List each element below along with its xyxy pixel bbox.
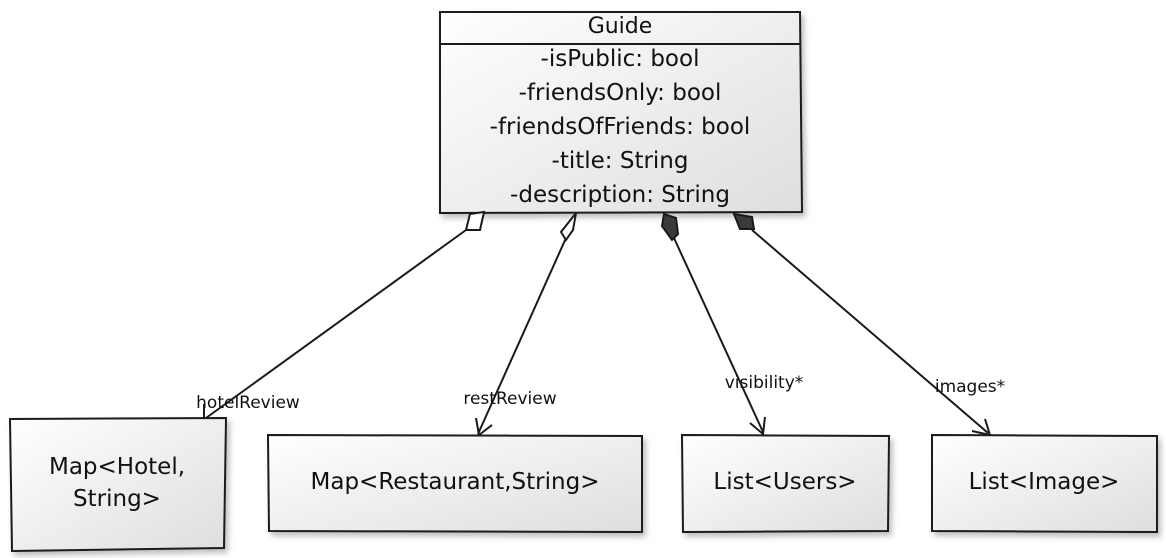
edge-visibility[interactable]: visibility*	[660, 212, 804, 436]
images-label: images*	[935, 377, 1005, 397]
edge-hotel-review[interactable]: hotelReview	[196, 210, 486, 421]
node-restaurant-map[interactable]: Map<Restaurant,String>	[266, 433, 643, 534]
images-filled-diamond	[732, 212, 756, 230]
hotel-map-label-line2: String>	[73, 486, 161, 512]
guide-attr-friendsonly: -friendsOnly: bool	[519, 80, 722, 106]
images-list-label: List<Image>	[969, 469, 1120, 495]
visibility-arrowhead	[749, 416, 766, 436]
hotel-review-label: hotelReview	[196, 393, 300, 413]
guide-attr-friendsoffriends: -friendsOfFriends: bool	[490, 114, 751, 140]
hotel-map-label-line1: Map<Hotel,	[49, 454, 185, 480]
guide-class-title: Guide	[588, 14, 653, 39]
rest-review-label: restReview	[463, 389, 556, 409]
guide-attr-ispublic: -isPublic: bool	[541, 46, 700, 72]
visibility-label: visibility*	[725, 373, 804, 393]
guide-class[interactable]: Guide -isPublic: bool -friendsOnly: bool…	[439, 11, 804, 215]
hotel-review-open-diamond	[464, 210, 486, 231]
guide-class-box	[439, 11, 804, 215]
edge-rest-review[interactable]: restReview	[463, 212, 577, 437]
node-images-list[interactable]: List<Image>	[931, 433, 1158, 534]
guide-attr-title: -title: String	[552, 148, 689, 174]
guide-attr-description: -description: String	[510, 182, 730, 208]
users-list-label: List<Users>	[713, 469, 856, 495]
users-list-box	[680, 433, 891, 534]
images-list-box	[931, 433, 1158, 534]
node-hotel-map[interactable]: Map<Hotel, String>	[8, 416, 228, 553]
rest-review-open-diamond	[559, 212, 577, 242]
restaurant-map-box	[266, 433, 643, 534]
restaurant-map-label: Map<Restaurant,String>	[311, 469, 600, 495]
hotel-map-box	[8, 416, 228, 553]
edge-images[interactable]: images*	[732, 212, 1005, 437]
visibility-filled-diamond	[660, 212, 680, 242]
node-users-list[interactable]: List<Users>	[680, 433, 891, 534]
